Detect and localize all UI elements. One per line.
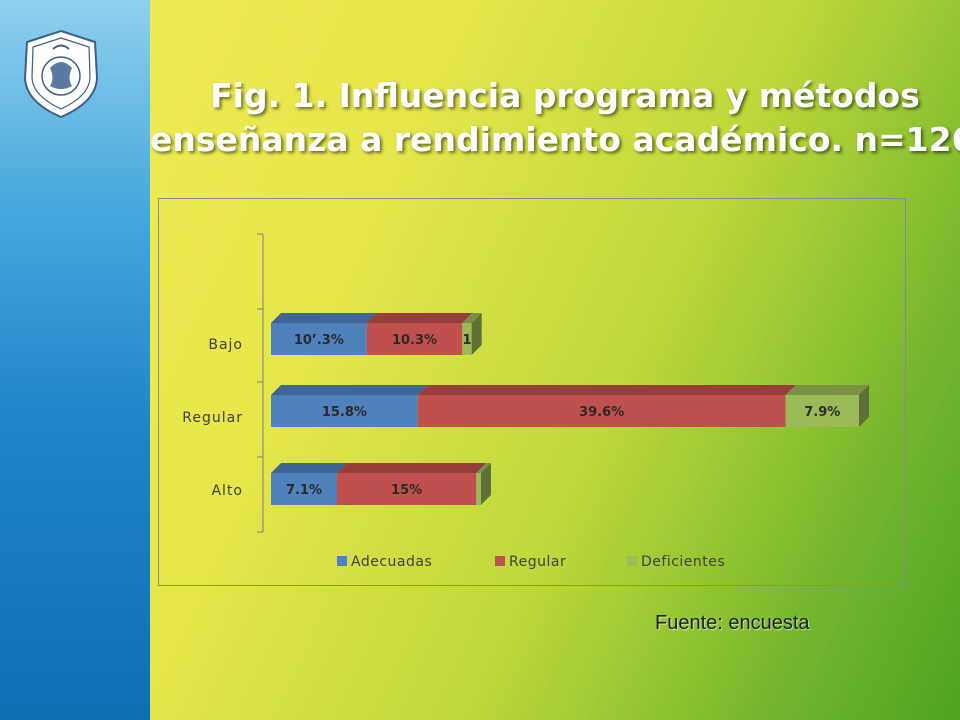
title-line-2: enseñanza a rendimiento académico. n=126	[150, 120, 960, 159]
slide-title: Fig. 1. Influencia programa y métodos en…	[150, 74, 960, 162]
bar-side-face	[480, 463, 491, 505]
bar-segment-regular	[417, 395, 786, 427]
bar-segment-top	[271, 313, 377, 323]
bar-segment-regular	[336, 473, 477, 505]
bar-segment-deficientes	[785, 395, 859, 427]
data-label: 39.6%	[579, 405, 624, 420]
bar-segment-regular	[366, 323, 463, 355]
data-label: 10’.3%	[294, 333, 344, 348]
data-label: 15%	[391, 483, 422, 498]
bar-segment-top	[476, 463, 491, 473]
data-label: 1	[462, 333, 471, 348]
bar-side-face	[471, 313, 482, 355]
legend-swatch	[337, 556, 347, 566]
data-label: 10.3%	[392, 333, 437, 348]
legend-label: Deficientes	[641, 554, 725, 570]
legend-label: Adecuadas	[351, 554, 432, 570]
source-note: Fuente: encuesta	[655, 612, 810, 634]
bar-segment-top	[271, 463, 347, 473]
bar-segment-top	[336, 463, 487, 473]
data-label: 7.9%	[804, 405, 840, 420]
bar-segment-deficientes	[462, 323, 472, 355]
category-label: Alto	[211, 483, 243, 499]
decorative-left-band	[0, 0, 150, 720]
university-seal-logo	[23, 29, 99, 119]
category-label: Bajo	[208, 337, 243, 353]
bar-segment-adecuadas	[271, 473, 337, 505]
bar-segment-top	[417, 385, 796, 395]
bar-segment-adecuadas	[271, 323, 367, 355]
stacked-bar-chart: Bajo 10’.3% 10.3% 1 Regular 15.8% 39.6% 7.9% Alt…	[182, 233, 869, 570]
bar-segment-top	[271, 385, 428, 395]
bar-segment-deficientes	[476, 473, 481, 505]
legend-swatch	[627, 556, 637, 566]
bar-side-face	[859, 385, 869, 427]
data-label: 15.8%	[322, 405, 367, 420]
chart-frame: Bajo 10’.3% 10.3% 1 Regular 15.8% 39.6% 7.9% Alt…	[158, 198, 906, 586]
bar-segment-adecuadas	[271, 395, 418, 427]
legend-label: Regular	[509, 554, 566, 570]
data-label: 7.1%	[286, 483, 322, 498]
title-line-1: Fig. 1. Influencia programa y métodos	[210, 76, 920, 115]
bar-segment-top	[366, 313, 473, 323]
bar-segment-top	[462, 313, 482, 323]
legend-swatch	[495, 556, 505, 566]
category-label: Regular	[182, 410, 243, 426]
bar-segment-top	[785, 385, 869, 395]
